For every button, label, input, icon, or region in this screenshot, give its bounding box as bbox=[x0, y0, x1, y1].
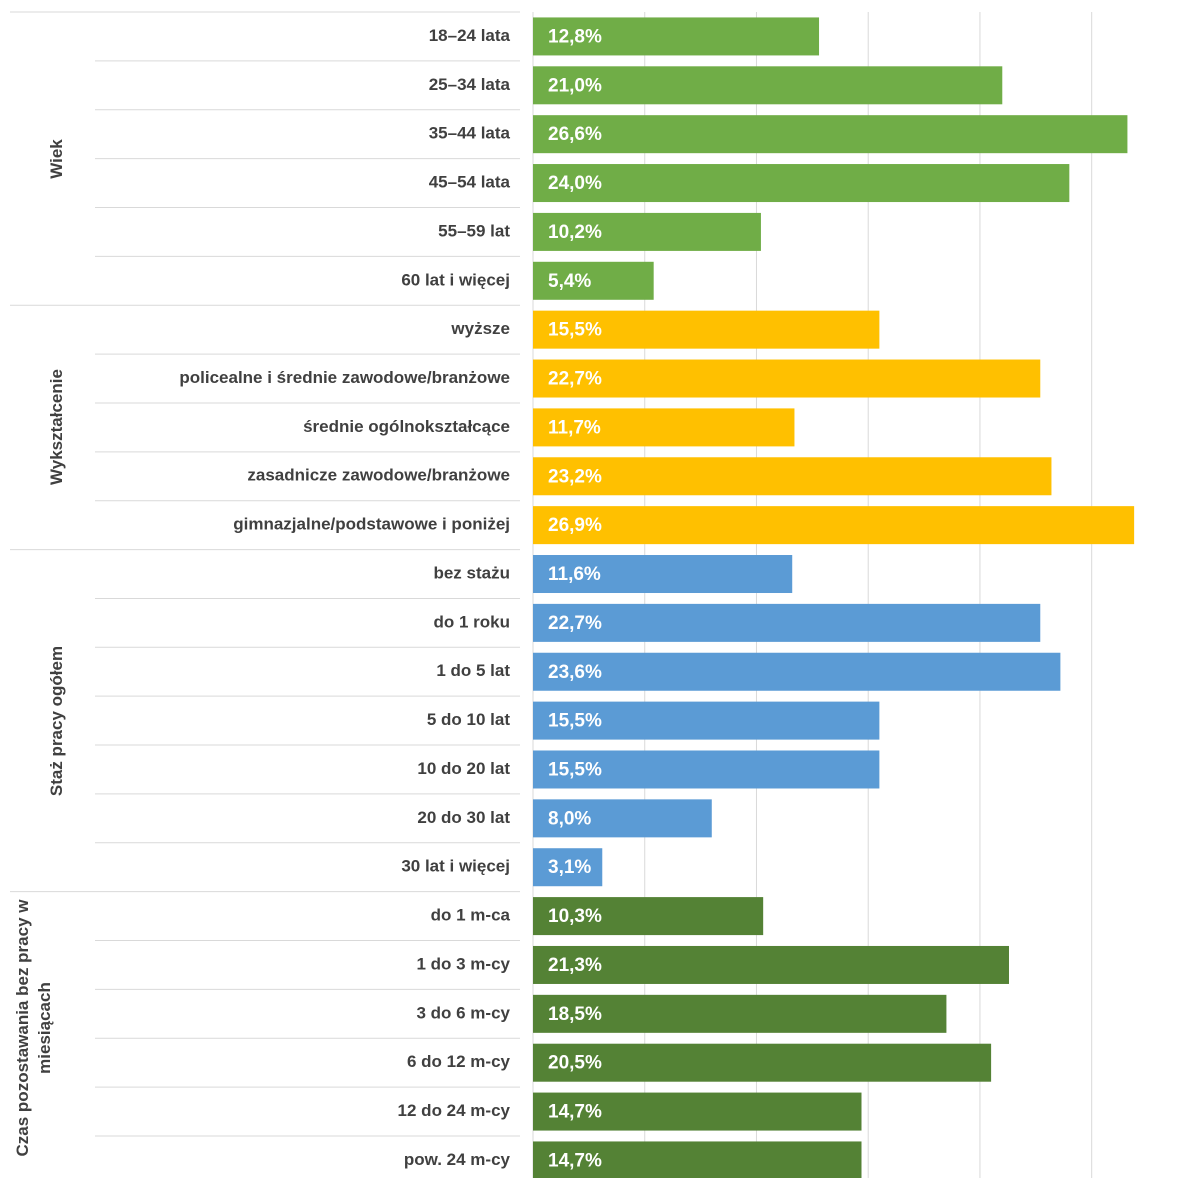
bar bbox=[533, 799, 712, 838]
bar bbox=[533, 1092, 862, 1131]
category-label: 12 do 24 m-cy bbox=[398, 1101, 511, 1120]
category-label: 10 do 20 lat bbox=[417, 759, 510, 778]
bar bbox=[533, 310, 880, 349]
value-label: 10,3% bbox=[548, 906, 602, 927]
value-label: 23,6% bbox=[548, 662, 602, 683]
bar bbox=[533, 164, 1070, 203]
value-label: 24,0% bbox=[548, 173, 602, 194]
category-label: bez stażu bbox=[433, 563, 510, 582]
category-label: 35–44 lata bbox=[429, 124, 511, 143]
group-label: Wykształcenie bbox=[47, 369, 66, 486]
value-label: 21,0% bbox=[548, 75, 602, 96]
category-label: gimnazjalne/podstawowe i poniżej bbox=[233, 515, 510, 534]
value-label: 23,2% bbox=[548, 466, 602, 487]
bar bbox=[533, 848, 603, 887]
category-label: średnie ogólnokształcące bbox=[303, 417, 510, 436]
category-label: pow. 24 m-cy bbox=[404, 1150, 511, 1169]
group-label: Czas pozostawania bez pracy w miesiącach bbox=[13, 899, 54, 1157]
bar bbox=[533, 555, 793, 594]
value-label: 22,7% bbox=[548, 613, 602, 634]
value-label: 11,6% bbox=[548, 564, 601, 585]
category-label: do 1 roku bbox=[433, 612, 510, 631]
value-label: 10,2% bbox=[548, 222, 602, 243]
grid bbox=[532, 12, 1093, 1178]
category-label: policealne i średnie zawodowe/branżowe bbox=[179, 368, 510, 387]
bar bbox=[533, 457, 1052, 496]
bar bbox=[533, 945, 1009, 984]
category-label: do 1 m-ca bbox=[431, 906, 511, 925]
category-label: 3 do 6 m-cy bbox=[416, 1003, 510, 1022]
value-label: 5,4% bbox=[548, 271, 591, 292]
category-label: 18–24 lata bbox=[429, 26, 511, 45]
bar bbox=[533, 750, 880, 789]
value-label: 26,9% bbox=[548, 515, 602, 536]
bar bbox=[533, 212, 761, 251]
bar bbox=[533, 652, 1061, 691]
value-label: 26,6% bbox=[548, 124, 602, 145]
bar bbox=[533, 1141, 862, 1178]
category-label: 60 lat i więcej bbox=[401, 270, 510, 289]
value-label: 21,3% bbox=[548, 955, 602, 976]
value-label: 20,5% bbox=[548, 1053, 602, 1074]
bar bbox=[533, 359, 1041, 398]
category-label: 25–34 lata bbox=[429, 75, 511, 94]
category-label: 1 do 5 lat bbox=[436, 661, 510, 680]
bar bbox=[533, 66, 1003, 105]
value-label: 15,5% bbox=[548, 320, 602, 341]
value-label: 8,0% bbox=[548, 808, 591, 829]
bar bbox=[533, 115, 1128, 154]
bar bbox=[533, 897, 764, 936]
bar bbox=[533, 701, 880, 740]
category-label: 55–59 lat bbox=[438, 221, 510, 240]
bar bbox=[533, 1043, 992, 1082]
category-label: wyższe bbox=[450, 319, 510, 338]
value-label: 15,5% bbox=[548, 760, 602, 781]
value-label: 14,7% bbox=[548, 1150, 602, 1171]
category-label: 1 do 3 m-cy bbox=[416, 954, 510, 973]
category-label: zasadnicze zawodowe/branżowe bbox=[247, 466, 510, 485]
bar bbox=[533, 603, 1041, 642]
bar bbox=[533, 261, 654, 300]
bar bbox=[533, 408, 795, 447]
bar bbox=[533, 17, 820, 56]
category-label: 6 do 12 m-cy bbox=[407, 1052, 511, 1071]
category-label: 45–54 lata bbox=[429, 173, 511, 192]
value-label: 14,7% bbox=[548, 1102, 602, 1123]
category-label: 5 do 10 lat bbox=[427, 710, 510, 729]
category-label: 30 lat i więcej bbox=[401, 857, 510, 876]
group-label: Staż pracy ogółem bbox=[47, 645, 67, 796]
value-label: 3,1% bbox=[548, 857, 591, 878]
category-label: 20 do 30 lat bbox=[417, 808, 510, 827]
group-label: Wiek bbox=[47, 138, 66, 179]
value-label: 11,7% bbox=[548, 417, 601, 438]
value-label: 12,8% bbox=[548, 26, 602, 47]
value-label: 18,5% bbox=[548, 1004, 602, 1025]
bar bbox=[533, 994, 947, 1033]
value-label: 22,7% bbox=[548, 369, 602, 390]
bar bbox=[533, 506, 1135, 545]
value-label: 15,5% bbox=[548, 711, 602, 732]
